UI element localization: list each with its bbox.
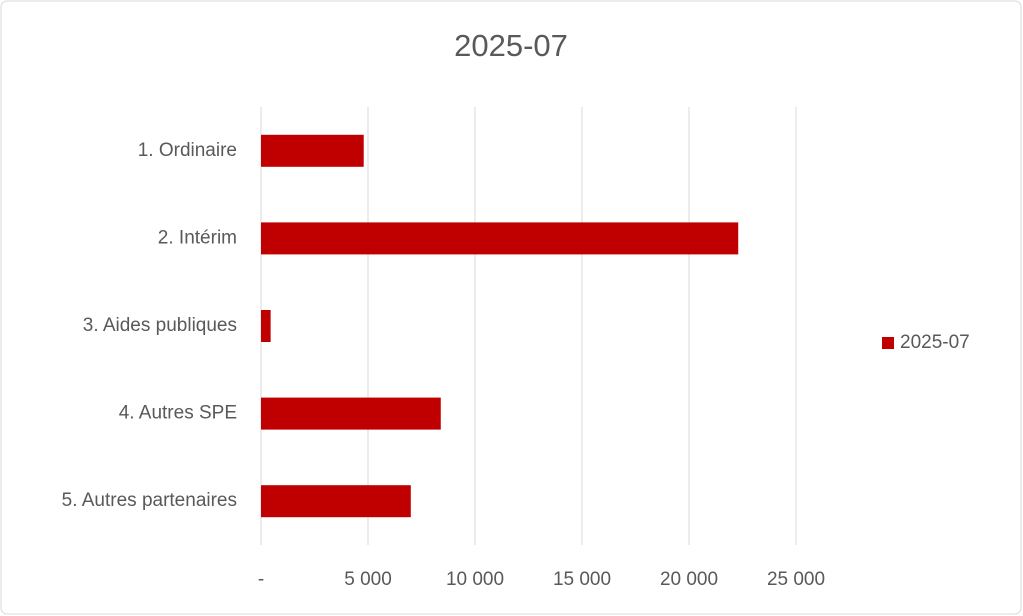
bar	[261, 134, 364, 167]
bar	[261, 222, 739, 255]
bar	[261, 310, 271, 342]
x-tick-label: 25 000	[767, 569, 825, 590]
x-tick-label: 15 000	[553, 569, 611, 590]
legend-swatch	[882, 337, 894, 349]
x-tick-label: 10 000	[446, 569, 504, 590]
y-tick-label: 1. Ordinaire	[138, 140, 237, 161]
chart-title: 2025-07	[454, 28, 568, 63]
legend-label: 2025-07	[900, 332, 970, 353]
y-tick-label: 5. Autres partenaires	[62, 490, 237, 511]
bar	[261, 397, 441, 430]
y-tick-label: 3. Aides publiques	[83, 315, 237, 336]
x-tick-label: 5 000	[344, 569, 392, 590]
y-tick-label: 4. Autres SPE	[119, 403, 237, 424]
x-tick-label: -	[258, 569, 264, 590]
bar	[261, 485, 411, 518]
y-tick-label: 2. Intérim	[158, 227, 237, 248]
x-tick-label: 20 000	[660, 569, 718, 590]
